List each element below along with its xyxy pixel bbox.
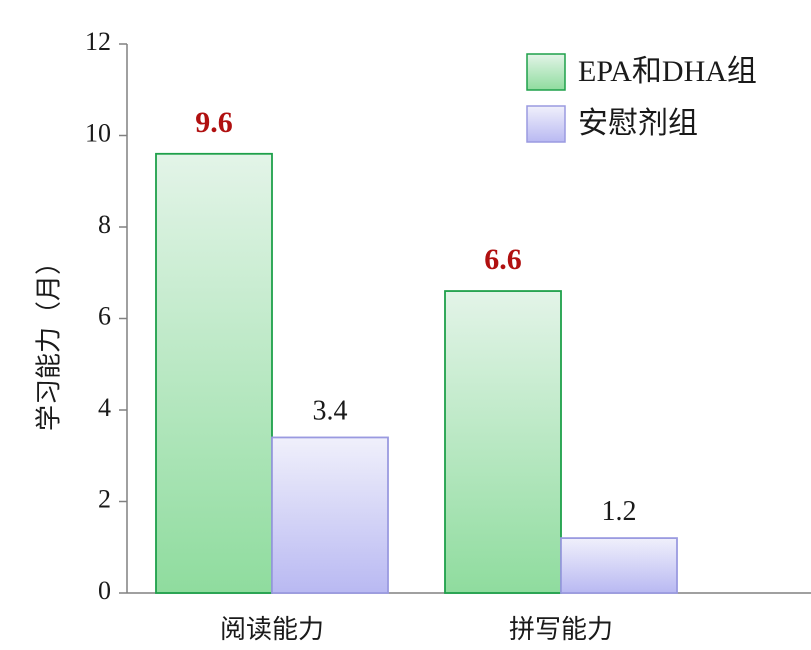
y-tick-label: 10 — [85, 118, 111, 147]
bars — [155, 152, 678, 594]
y-tick-label: 8 — [98, 210, 111, 239]
bar-value-label: 6.6 — [484, 243, 522, 276]
y-tick-label: 6 — [98, 301, 111, 330]
legend-swatch — [526, 53, 566, 91]
bar-placebo-1 — [560, 537, 678, 594]
value-labels: 9.6 3.4 6.6 1.2 — [195, 106, 636, 527]
bar-value-label: 3.4 — [313, 395, 348, 426]
y-tick-label: 2 — [98, 484, 111, 513]
y-axis-label: 学习能力（月） — [35, 249, 65, 431]
bar-epa-dha-1 — [444, 290, 562, 594]
y-tick-label: 12 — [85, 27, 111, 56]
y-tick-label: 4 — [98, 393, 111, 422]
x-category-label: 拼写能力 — [509, 615, 613, 645]
legend-swatch — [526, 105, 566, 143]
bar-epa-dha-0 — [155, 152, 273, 594]
legend-label: 安慰剂组 — [578, 107, 698, 140]
bar-value-label: 1.2 — [602, 496, 637, 527]
bar-placebo-0 — [271, 436, 389, 594]
y-tick-label: 0 — [98, 576, 111, 605]
legend-label: EPA和DHA组 — [578, 55, 757, 88]
x-category-label: 阅读能力 — [220, 615, 324, 645]
bar-value-label: 9.6 — [195, 106, 233, 139]
axes: 0 2 4 6 8 10 12 阅读能力 拼写能力 — [85, 27, 811, 645]
